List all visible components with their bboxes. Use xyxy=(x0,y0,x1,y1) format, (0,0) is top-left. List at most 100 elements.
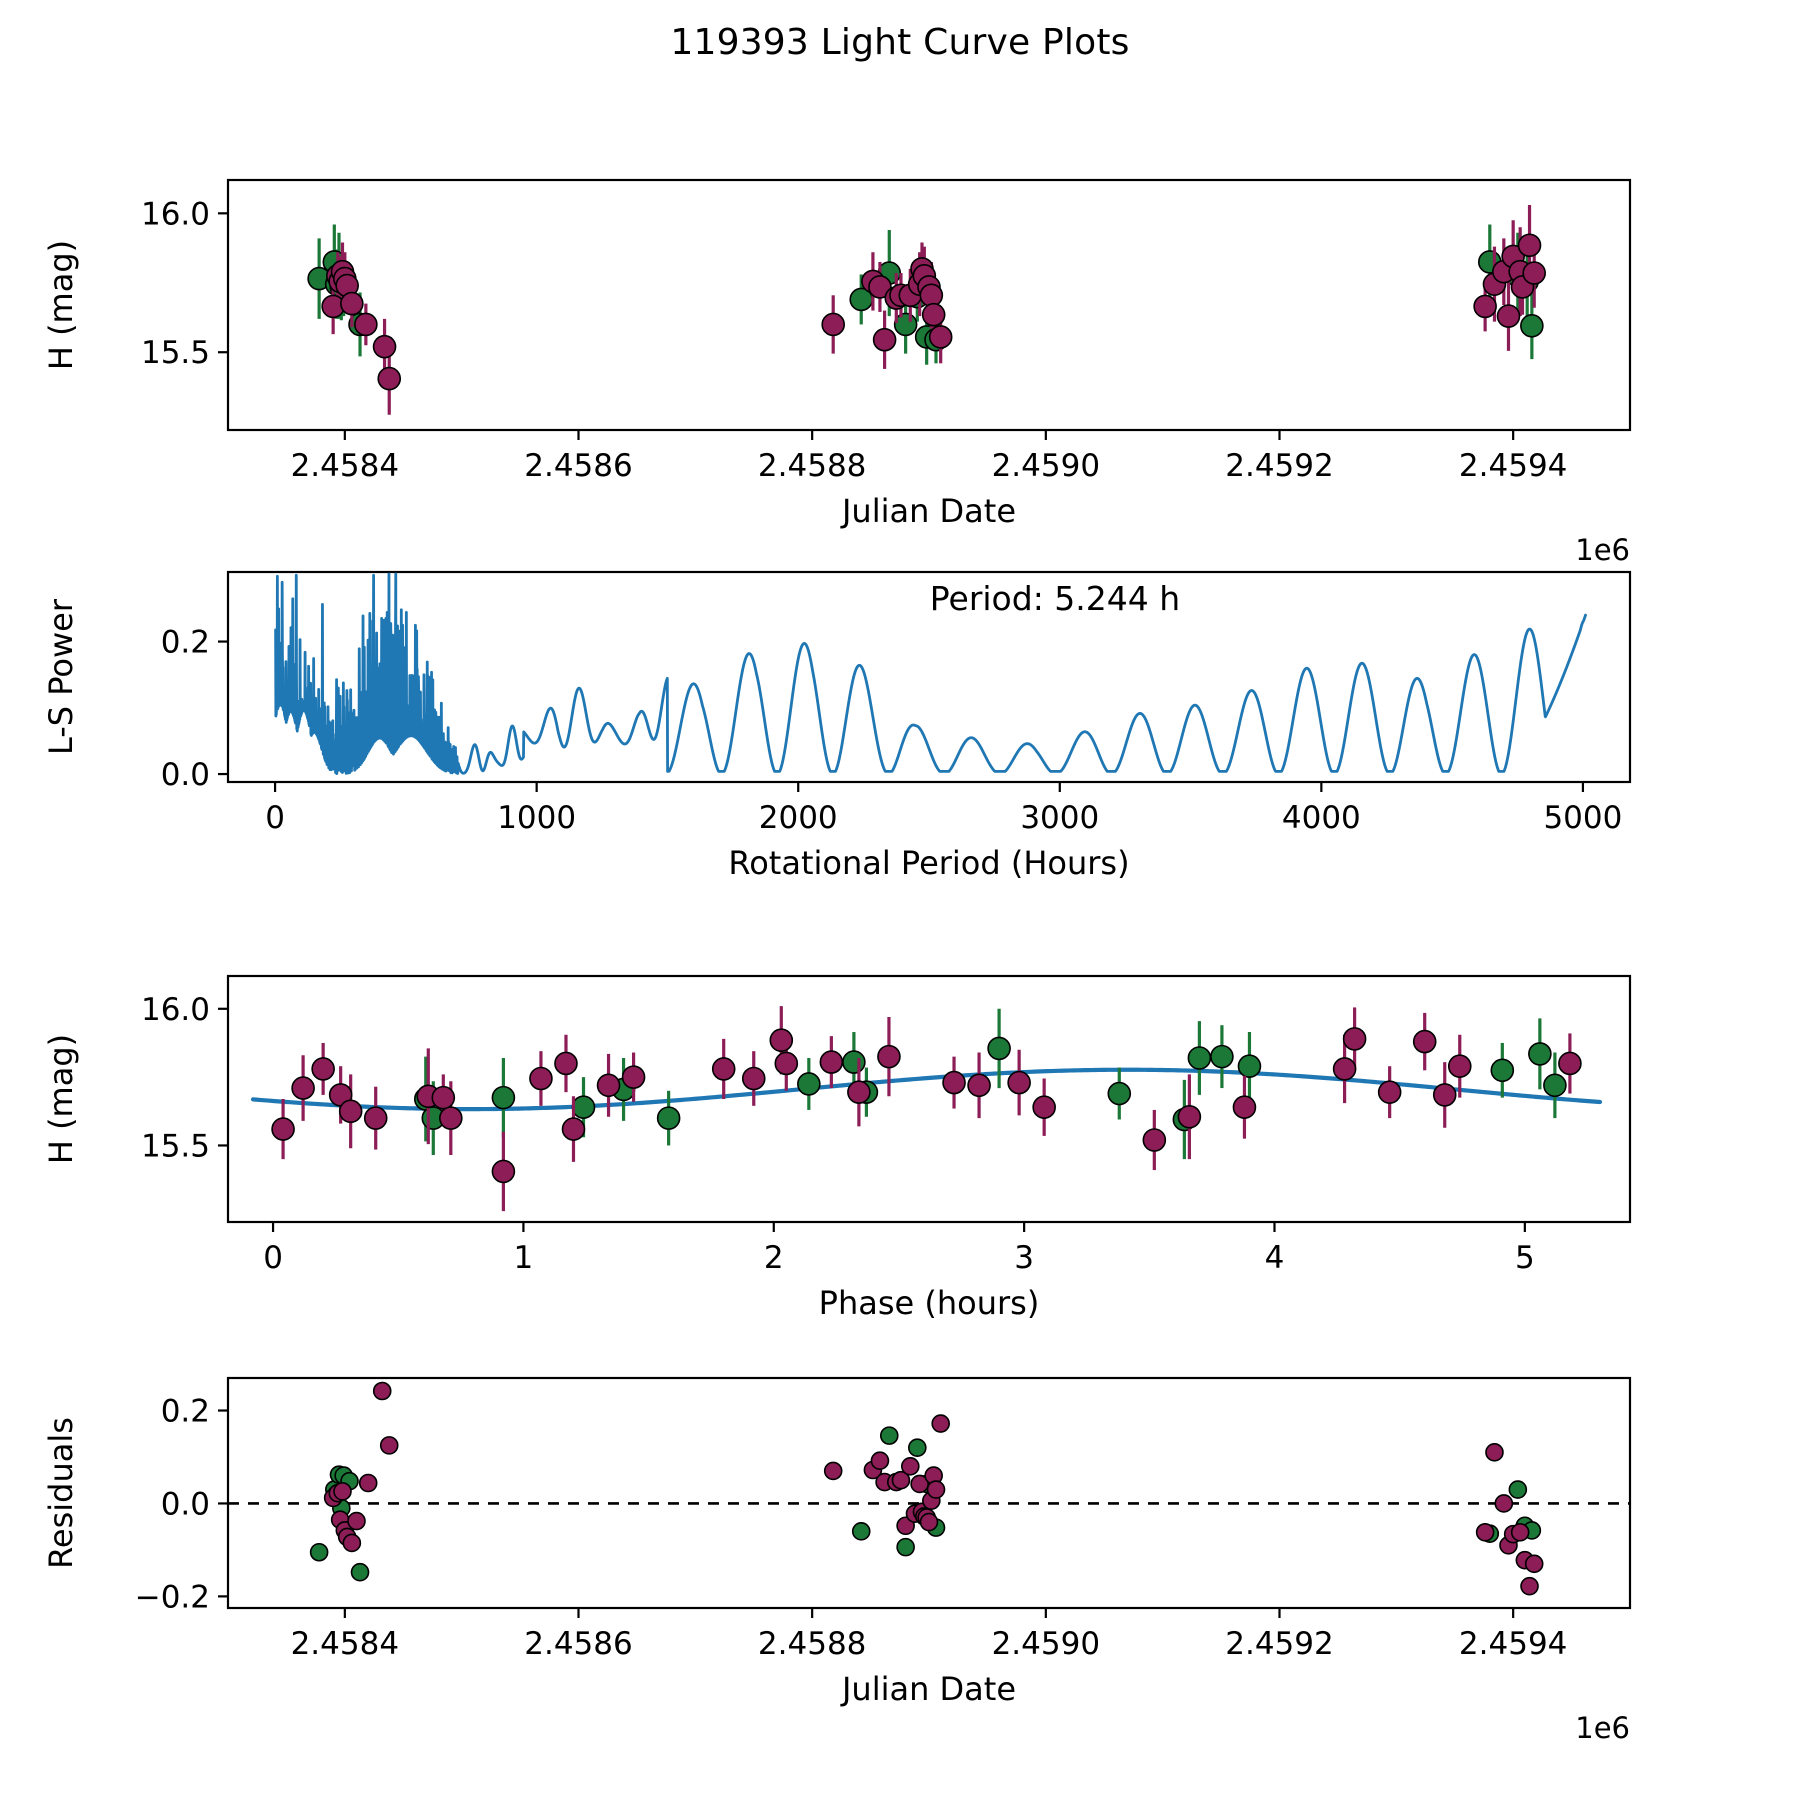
x-tick-label: 2.4592 xyxy=(1225,1626,1333,1662)
data-point xyxy=(1432,1083,1457,1107)
data-point xyxy=(1412,1029,1437,1054)
x-tick-label: 2.4584 xyxy=(291,1626,399,1662)
series-magenta xyxy=(323,1381,1544,1596)
data-point xyxy=(1520,314,1544,338)
data-point xyxy=(439,1106,463,1130)
light-curve-svg: 16.0 15.5 2.4584 2.4586 2.4588 2.4590 2.4592 2.… xyxy=(42,178,1632,567)
y-axis-label: H (mag) xyxy=(42,240,80,370)
data-point xyxy=(554,1051,578,1076)
data-point xyxy=(1522,261,1546,285)
y-tick-label: 0.0 xyxy=(161,757,210,793)
data-point xyxy=(377,366,402,391)
x-tick-label: 0 xyxy=(263,1240,283,1276)
y-tick-label: 0.2 xyxy=(161,625,210,661)
data-point xyxy=(1543,1073,1567,1098)
data-point xyxy=(358,1473,378,1493)
data-point xyxy=(769,1028,794,1053)
data-point xyxy=(967,1073,991,1098)
period-annotation: Period: 5.244 h xyxy=(930,579,1180,618)
axes-frame xyxy=(226,178,1632,432)
data-point xyxy=(379,1436,399,1455)
data-point xyxy=(870,1451,890,1471)
x-tick-label: 2.4588 xyxy=(758,1626,866,1662)
x-axis-label: Phase (hours) xyxy=(819,1284,1040,1322)
data-point xyxy=(291,1076,315,1100)
data-point xyxy=(842,1050,866,1074)
data-point xyxy=(1187,1046,1212,1070)
data-point xyxy=(529,1066,553,1091)
x-axis-label: Julian Date xyxy=(840,1670,1016,1708)
data-point xyxy=(1485,1443,1504,1462)
data-point xyxy=(340,291,364,316)
x-axis-label: Julian Date xyxy=(840,492,1016,530)
phase-folded-svg: 16.0 15.5 0 1 2 3 4 5 H (mag) Phase (hours) xyxy=(42,974,1632,1322)
data-point xyxy=(311,1057,335,1081)
data-point xyxy=(354,312,378,337)
y-tick-label: −0.2 xyxy=(135,1579,210,1615)
data-point xyxy=(819,1050,844,1074)
data-point xyxy=(877,1044,901,1069)
x-tick-label: 2.4584 xyxy=(291,448,399,484)
x-tick-label: 1000 xyxy=(497,800,576,836)
periodogram-trace xyxy=(274,572,1587,776)
y-tick-label: 16.0 xyxy=(141,992,210,1028)
data-point xyxy=(891,1470,911,1490)
axes-frame xyxy=(226,1376,1632,1610)
data-point xyxy=(896,1537,915,1557)
data-point xyxy=(431,1085,456,1110)
data-point xyxy=(741,1066,766,1091)
data-point xyxy=(1107,1081,1132,1106)
data-point xyxy=(347,1511,366,1531)
y-axis-label: L-S Power xyxy=(42,598,80,755)
x-tick-label: 2.4586 xyxy=(524,1626,632,1662)
data-point xyxy=(868,275,892,299)
data-point xyxy=(342,1533,362,1553)
data-point xyxy=(1342,1027,1367,1051)
x-tick-label: 2.4586 xyxy=(524,448,632,484)
data-point xyxy=(1032,1095,1056,1119)
x-tick-label: 5000 xyxy=(1543,800,1622,836)
y-axis-label: Residuals xyxy=(42,1417,80,1569)
x-tick-label: 4000 xyxy=(1282,800,1361,836)
y-tick-label: 15.5 xyxy=(141,335,210,371)
data-point xyxy=(561,1117,586,1141)
series-green xyxy=(309,1426,1542,1582)
y-tick-label: 0.0 xyxy=(161,1486,210,1522)
data-point xyxy=(893,312,918,337)
y-tick-label: 15.5 xyxy=(141,1128,210,1164)
data-point xyxy=(1524,1554,1544,1574)
data-point xyxy=(919,283,944,308)
panel-residuals: 0.2 0.0 −0.2 2.4584 2.4586 2.4588 2.4590 2.4592… xyxy=(0,1350,1800,1780)
data-point xyxy=(1494,1494,1514,1513)
panel-light-curve: 16.0 15.5 2.4584 2.4586 2.4588 2.4590 2.4592 2.… xyxy=(0,140,1800,570)
data-point xyxy=(879,1426,899,1445)
data-point xyxy=(372,1381,392,1401)
x-tick-label: 2 xyxy=(764,1240,784,1276)
data-point xyxy=(872,327,897,352)
figure-title: 119393 Light Curve Plots xyxy=(670,22,1130,63)
series-magenta xyxy=(271,1006,1582,1212)
panel-phase-folded: 16.0 15.5 0 1 2 3 4 5 H (mag) Phase (hours) xyxy=(0,950,1800,1370)
periodogram-svg: 0.0 0.2 0 1000 2000 3000 4000 5000 L-S Power Rota… xyxy=(42,570,1632,882)
data-point xyxy=(309,1542,329,1562)
data-point xyxy=(1528,1042,1552,1066)
data-point xyxy=(338,1099,363,1124)
data-point xyxy=(1558,1051,1582,1076)
data-point xyxy=(372,334,397,359)
data-point xyxy=(596,1073,621,1098)
data-point xyxy=(350,1562,370,1582)
data-point xyxy=(797,1072,821,1096)
x-tick-label: 2.4590 xyxy=(992,1626,1100,1662)
data-point xyxy=(823,1461,843,1481)
data-point xyxy=(928,325,953,349)
x-tick-label: 5 xyxy=(1515,1240,1535,1276)
x-tick-label: 3000 xyxy=(1020,800,1099,836)
x-tick-label: 3 xyxy=(1014,1240,1034,1276)
data-point xyxy=(1517,233,1542,258)
data-point xyxy=(571,1095,596,1119)
data-point xyxy=(931,1414,950,1433)
data-point xyxy=(1508,1480,1528,1499)
data-point xyxy=(363,1106,388,1130)
data-point xyxy=(1237,1054,1262,1078)
